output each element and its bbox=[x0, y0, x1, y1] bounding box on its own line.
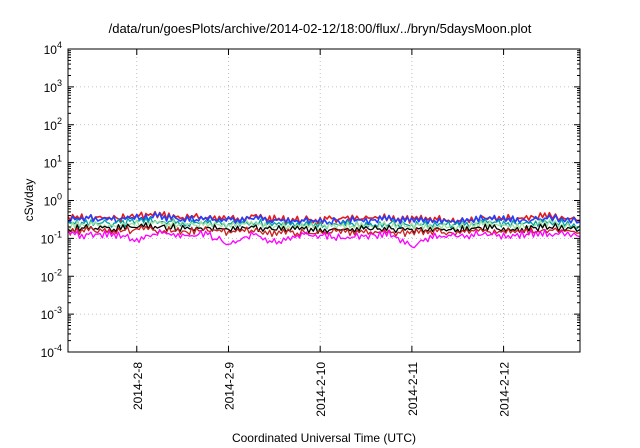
x-tick-label: 2014-2-12 bbox=[498, 362, 512, 417]
x-axis: 2014-2-8 2014-2-9 2014-2-10 2014-2-11 2014-2… bbox=[131, 49, 512, 417]
series-line-2 bbox=[67, 216, 581, 230]
series-line-1 bbox=[67, 212, 581, 226]
y-axis: 10-4 10-3 10-2 10-1 100 101 102 103 104 bbox=[41, 40, 580, 360]
x-tick-label: 2014-2-8 bbox=[131, 362, 145, 410]
chart-title: /data/run/goesPlots/archive/2014-02-12/1… bbox=[109, 21, 532, 36]
y-tick-label: 101 bbox=[44, 154, 62, 171]
grid bbox=[68, 49, 580, 352]
y-tick-label: 10-2 bbox=[41, 267, 62, 284]
y-tick-label: 100 bbox=[44, 192, 62, 209]
x-tick-label: 2014-2-9 bbox=[222, 362, 236, 410]
x-tick-label: 2014-2-10 bbox=[314, 362, 328, 417]
y-tick-label: 103 bbox=[44, 78, 62, 95]
plot-series bbox=[67, 210, 581, 249]
y-tick-label: 104 bbox=[44, 40, 62, 57]
series-line-4 bbox=[67, 222, 581, 234]
x-tick-label: 2014-2-11 bbox=[406, 362, 420, 416]
series-line-3 bbox=[67, 219, 581, 232]
y-tick-label: 10-1 bbox=[41, 229, 62, 246]
series-line-5 bbox=[67, 225, 581, 238]
y-axis-label: cSv/day bbox=[22, 179, 36, 222]
y-tick-label: 10-3 bbox=[41, 305, 62, 322]
y-tick-label: 10-4 bbox=[41, 343, 62, 360]
x-axis-label: Coordinated Universal Time (UTC) bbox=[232, 431, 416, 445]
series-line-6 bbox=[67, 228, 581, 249]
y-tick-label: 102 bbox=[44, 116, 62, 133]
